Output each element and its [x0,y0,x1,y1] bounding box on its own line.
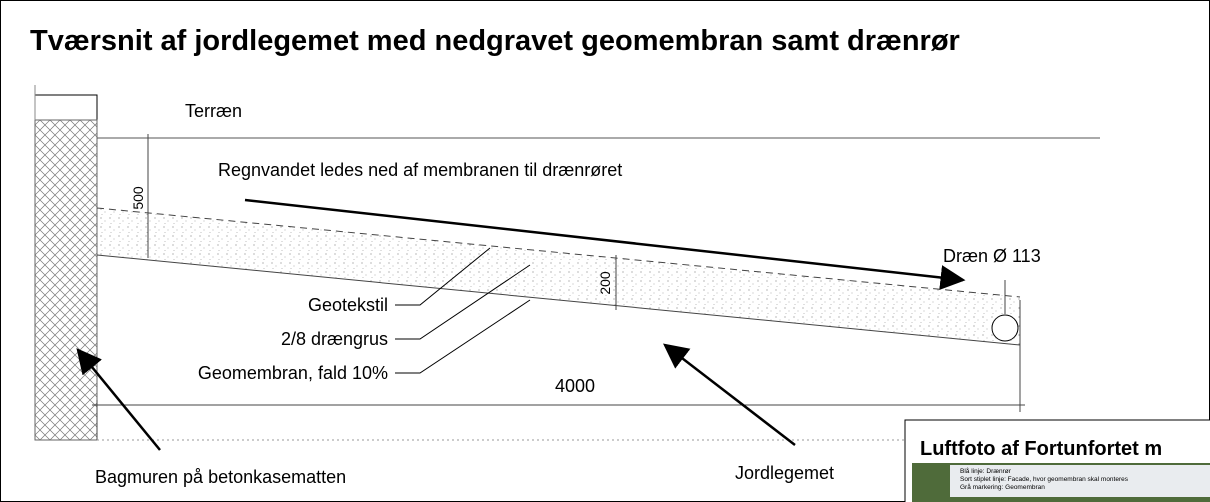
terrain-label: Terræn [185,101,242,121]
dim-label: 500 [130,186,146,210]
layer-label: Geotekstil [308,295,388,315]
legend-item: Grå markering: Geomembran [960,483,1045,491]
title: Tværsnit af jordlegemet med nedgravet ge… [30,25,960,57]
inset: Luftfoto af Fortunfortet m Blå linje: Dr… [905,420,1210,502]
layer-label: Geomembran, fald 10% [198,363,388,383]
wall-label: Bagmuren på betonkasematten [95,467,346,487]
wall [35,120,97,440]
legend-item: Blå linje: Drænrør [960,467,1012,475]
inset-title: Luftfoto af Fortunfortet m [920,438,1162,460]
dim-label: 4000 [555,376,595,396]
dim-label: 200 [597,271,613,295]
rain-note: Regnvandet ledes ned af membranen til dr… [218,160,622,180]
soil-label: Jordlegemet [735,463,834,483]
legend-item: Sort stiplet linje: Facade, hvor geomemb… [960,476,1129,483]
diagram: Tværsnit af jordlegemet med nedgravet ge… [0,0,1210,502]
drain-pipe [992,315,1018,341]
layer-label: 2/8 drængrus [281,329,388,349]
drain-label: Dræn Ø 113 [943,246,1041,266]
